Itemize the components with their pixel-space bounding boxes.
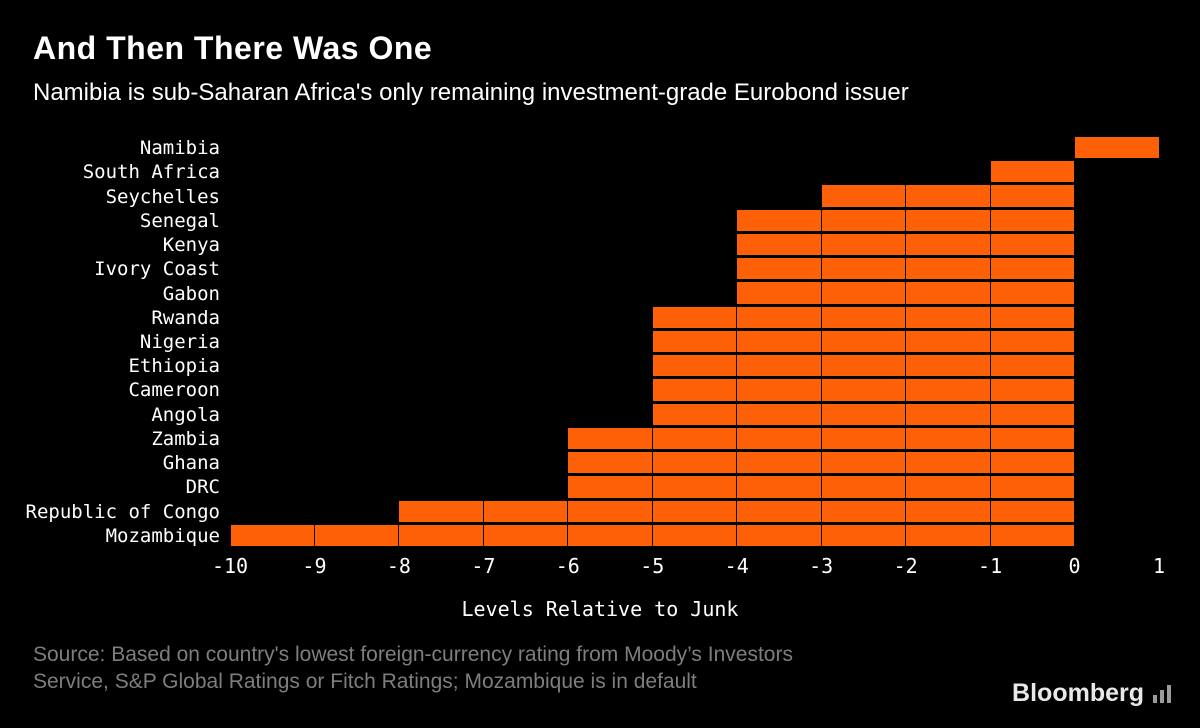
x-tick-label: -3 bbox=[809, 554, 834, 578]
category-label: Ghana bbox=[162, 452, 220, 475]
category-label: Cameroon bbox=[128, 379, 220, 402]
category-label: Gabon bbox=[162, 282, 220, 305]
gridline bbox=[820, 136, 822, 548]
x-tick-label: -5 bbox=[640, 554, 665, 578]
x-axis-ticks: -10 -9 -8 -7 -6 -5 -4 -3 -2 -1 0 1 bbox=[0, 554, 1200, 580]
bloomberg-wordmark: Bloomberg bbox=[1012, 679, 1144, 707]
gridline bbox=[651, 136, 653, 548]
gridline bbox=[989, 136, 991, 548]
bar-row: Zambia bbox=[0, 427, 1200, 451]
bar-row: Mozambique bbox=[0, 524, 1200, 548]
bar bbox=[652, 355, 1075, 377]
bar-row: Seychelles bbox=[0, 184, 1200, 208]
bar-row: South Africa bbox=[0, 160, 1200, 184]
gridline bbox=[567, 136, 569, 548]
category-label: Zambia bbox=[151, 427, 220, 450]
x-tick-label: 1 bbox=[1152, 554, 1166, 578]
bar-row: Cameroon bbox=[0, 378, 1200, 402]
x-tick-label: -7 bbox=[471, 554, 496, 578]
bar bbox=[1074, 137, 1159, 159]
x-tick-label: -10 bbox=[211, 554, 249, 578]
gridline bbox=[398, 136, 400, 548]
category-label: DRC bbox=[185, 476, 220, 499]
bar bbox=[652, 306, 1075, 328]
x-axis-label: Levels Relative to Junk bbox=[461, 597, 739, 621]
category-label: Republic of Congo bbox=[25, 500, 220, 523]
bar-row: Ghana bbox=[0, 451, 1200, 475]
x-tick-label: -9 bbox=[302, 554, 327, 578]
bar-row: Kenya bbox=[0, 233, 1200, 257]
bar-row: Ivory Coast bbox=[0, 257, 1200, 281]
bar bbox=[652, 330, 1075, 353]
category-label: Seychelles bbox=[105, 185, 220, 208]
category-label: Angola bbox=[151, 403, 220, 426]
chart-title: And Then There Was One bbox=[33, 30, 433, 66]
gridline bbox=[736, 136, 738, 548]
x-tick-label: 0 bbox=[1068, 554, 1081, 578]
x-tick-label: -1 bbox=[978, 554, 1003, 578]
gridline bbox=[1074, 136, 1076, 548]
chart-subtitle: Namibia is sub-Saharan Africa's only rem… bbox=[33, 79, 909, 106]
category-label: Nigeria bbox=[139, 330, 220, 353]
gridline bbox=[229, 136, 231, 548]
bar-row: Nigeria bbox=[0, 330, 1200, 354]
category-label: South Africa bbox=[82, 161, 220, 184]
bar-chart: Namibia South Africa Seychelles Senegal Keny… bbox=[0, 136, 1200, 548]
x-tick-label: -6 bbox=[555, 554, 580, 578]
source-note: Source: Based on country's lowest foreig… bbox=[33, 641, 793, 695]
category-label: Ethiopia bbox=[128, 355, 220, 378]
bar-row: Namibia bbox=[0, 136, 1200, 160]
category-label: Rwanda bbox=[151, 306, 220, 329]
bar-row: Rwanda bbox=[0, 306, 1200, 330]
x-tick-label: -8 bbox=[386, 554, 411, 578]
bar bbox=[652, 403, 1075, 425]
gridline bbox=[313, 136, 315, 548]
bar bbox=[652, 379, 1075, 401]
category-label: Namibia bbox=[139, 137, 220, 160]
bar bbox=[990, 161, 1075, 183]
bar-row: Ethiopia bbox=[0, 354, 1200, 378]
bar-row: Gabon bbox=[0, 281, 1200, 305]
gridline bbox=[482, 136, 484, 548]
category-label: Ivory Coast bbox=[94, 258, 220, 281]
category-label: Kenya bbox=[162, 234, 220, 257]
category-label: Mozambique bbox=[105, 524, 220, 547]
bar-row: DRC bbox=[0, 475, 1200, 499]
bar-row: Senegal bbox=[0, 209, 1200, 233]
gridline bbox=[905, 136, 907, 548]
bloomberg-chart-icon bbox=[1152, 684, 1172, 703]
source-line-1: Source: Based on country's lowest foreig… bbox=[33, 643, 793, 666]
x-tick-label: -4 bbox=[724, 554, 749, 578]
category-label: Senegal bbox=[139, 209, 220, 232]
gridline bbox=[1158, 136, 1160, 548]
bar-row: Angola bbox=[0, 403, 1200, 427]
bar bbox=[821, 185, 1075, 207]
bloomberg-logo: Bloomberg bbox=[1012, 679, 1172, 708]
bar-row: Republic of Congo bbox=[0, 500, 1200, 524]
x-tick-label: -2 bbox=[893, 554, 918, 578]
source-line-2: Service, S&P Global Ratings or Fitch Rat… bbox=[33, 670, 697, 693]
